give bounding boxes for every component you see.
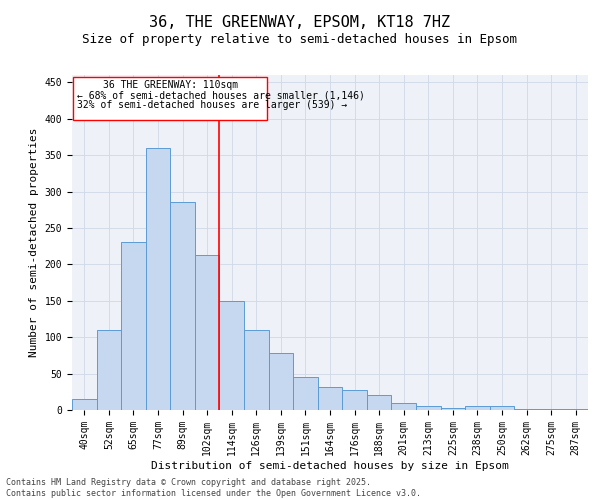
Bar — [342, 390, 367, 410]
Bar — [465, 406, 490, 410]
Bar — [440, 408, 465, 410]
Bar — [416, 406, 440, 410]
Text: 32% of semi-detached houses are larger (539) →: 32% of semi-detached houses are larger (… — [77, 100, 347, 110]
Text: ← 68% of semi-detached houses are smaller (1,146): ← 68% of semi-detached houses are smalle… — [77, 90, 365, 101]
Bar — [121, 242, 146, 410]
Y-axis label: Number of semi-detached properties: Number of semi-detached properties — [29, 128, 39, 357]
Bar — [391, 402, 416, 410]
Bar — [563, 408, 588, 410]
Bar — [170, 202, 195, 410]
Text: Size of property relative to semi-detached houses in Epsom: Size of property relative to semi-detach… — [83, 32, 517, 46]
Bar — [146, 148, 170, 410]
Bar — [367, 396, 391, 410]
Bar — [195, 255, 220, 410]
Bar — [97, 330, 121, 410]
Bar — [72, 399, 97, 410]
Text: 36 THE GREENWAY: 110sqm: 36 THE GREENWAY: 110sqm — [103, 80, 238, 90]
X-axis label: Distribution of semi-detached houses by size in Epsom: Distribution of semi-detached houses by … — [151, 460, 509, 470]
Bar — [318, 386, 342, 410]
Bar — [490, 406, 514, 410]
Bar — [244, 330, 269, 410]
Bar — [220, 301, 244, 410]
Bar — [269, 353, 293, 410]
Text: 36, THE GREENWAY, EPSOM, KT18 7HZ: 36, THE GREENWAY, EPSOM, KT18 7HZ — [149, 15, 451, 30]
Text: Contains HM Land Registry data © Crown copyright and database right 2025.
Contai: Contains HM Land Registry data © Crown c… — [6, 478, 421, 498]
Bar — [293, 377, 318, 410]
FancyBboxPatch shape — [73, 77, 268, 120]
